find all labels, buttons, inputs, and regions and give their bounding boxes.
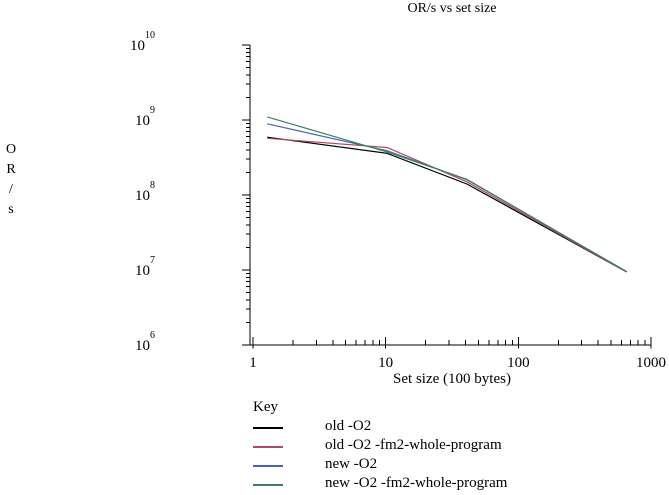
legend-line-swatch (253, 427, 283, 429)
legend-label: old -O2 -fm2-whole-program (325, 437, 502, 453)
legend-line-swatch (253, 446, 283, 448)
y-axis-label-char: / (9, 182, 13, 197)
y-axis-label: O R / s (2, 140, 20, 220)
legend-row: old -O2 -fm2-whole-program (253, 436, 573, 455)
series-lines (267, 116, 628, 273)
legend-row: new -O2 -fm2-whole-program (253, 474, 573, 493)
series-line (267, 137, 627, 273)
y-tick-label: 106 (135, 330, 155, 354)
legend-label: old -O2 (325, 418, 372, 434)
legend-line-swatch (253, 484, 283, 486)
y-tick-label: 107 (135, 255, 155, 279)
series-line (267, 136, 627, 273)
y-axis-label-char: R (6, 162, 16, 177)
legend-row: new -O2 (253, 455, 573, 474)
axes (242, 44, 652, 349)
chart-title: OR/s vs set size (407, 1, 497, 16)
legend-label: new -O2 -fm2-whole-program (325, 475, 508, 491)
legend-row: old -O2 (253, 417, 573, 436)
legend-line-swatch (253, 465, 283, 467)
y-tick-label: 109 (135, 105, 155, 129)
series-line (267, 123, 627, 273)
legend-label: new -O2 (325, 456, 378, 472)
y-tick-label: 108 (135, 180, 155, 204)
y-axis-label-char: O (5, 142, 17, 157)
legend-rows: old -O2 old -O2 -fm2-whole-program new -O2… (253, 417, 573, 493)
series-line (267, 116, 628, 273)
y-tick-label: 1010 (130, 30, 155, 54)
y-tick-labels: 106 107 108 109 1010 (130, 30, 155, 354)
legend: Key old -O2 old -O2 -fm2-whole-program new… (253, 397, 573, 493)
x-axis-label: Set size (100 bytes) (393, 371, 511, 387)
x-tick-label: 100 (507, 355, 530, 371)
x-tick-label: 1 (249, 355, 257, 371)
y-axis-label-char: s (8, 202, 14, 217)
x-tick-labels: 1 10 100 1000 (249, 355, 666, 371)
axis-frame (249, 45, 652, 346)
x-tick-label: 10 (378, 355, 393, 371)
legend-title: Key (253, 399, 278, 415)
x-tick-label: 1000 (636, 355, 666, 371)
